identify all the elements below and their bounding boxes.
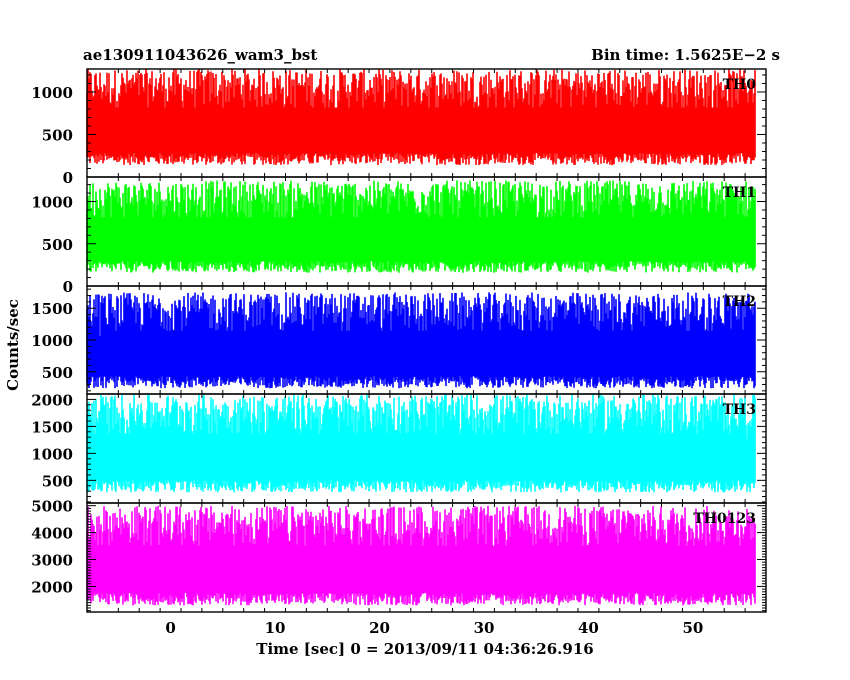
trace-core-th2: [101, 330, 744, 365]
x-axis-label: Time [sec] 0 = 2013/09/11 04:36:26.916: [256, 640, 593, 658]
y-tick-label: 1000: [31, 445, 73, 463]
trace-core-th0123: [101, 545, 744, 582]
y-tick-label: 0: [63, 169, 73, 187]
y-axis-label: Counts/sec: [4, 299, 22, 391]
chart-title-left: ae130911043626_wam3_bst: [83, 46, 317, 64]
x-tick-label: 10: [265, 619, 286, 637]
panel-label-th0123: TH0123: [693, 511, 756, 527]
y-tick-label: 0: [63, 278, 73, 296]
y-tick-label: 3000: [31, 552, 73, 570]
y-tick-label: 2000: [31, 578, 73, 596]
trace-core-th3: [101, 433, 744, 469]
chart-title-right: Bin time: 1.5625E−2 s: [591, 46, 780, 64]
y-tick-label: 2000: [31, 391, 73, 409]
y-tick-label: 500: [42, 364, 73, 382]
trace-core-th1: [101, 217, 744, 251]
x-tick-label: 40: [578, 619, 599, 637]
y-tick-label: 1000: [31, 194, 73, 212]
y-tick-label: 500: [42, 127, 73, 145]
y-tick-label: 1000: [31, 332, 73, 350]
panel-frame-th0123: [86, 502, 767, 613]
y-tick-label: 500: [42, 236, 73, 254]
traces-layer: [86, 69, 756, 606]
y-tick-label: 5000: [31, 498, 73, 516]
panel-label-th0: TH0: [723, 77, 757, 93]
x-tick-label: 30: [474, 619, 495, 637]
panel-label-th3: TH3: [723, 402, 756, 418]
x-tick-label: 0: [165, 619, 175, 637]
y-tick-label: 1500: [31, 418, 73, 436]
y-tick-label: 1000: [31, 84, 73, 102]
panel-label-th1: TH1: [723, 185, 756, 201]
x-tick-label: 50: [682, 619, 703, 637]
panel-label-th2: TH2: [723, 294, 756, 310]
y-tick-label: 4000: [31, 525, 73, 543]
y-tick-label: 1500: [31, 300, 73, 318]
trace-core-th0: [101, 107, 744, 142]
y-tick-label: 500: [42, 472, 73, 490]
x-tick-label: 20: [369, 619, 390, 637]
